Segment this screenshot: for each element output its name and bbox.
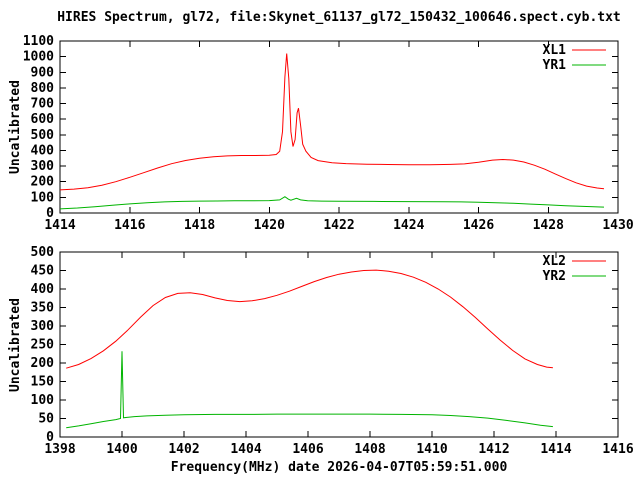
x-tick-label: 1416 [114,218,145,233]
x-tick-label: 1402 [168,442,199,457]
x-tick-label: 1406 [292,442,323,457]
y-tick-label: 250 [31,338,55,353]
y-tick-label: 600 [31,112,55,127]
legend-label-YR1: YR1 [543,58,567,73]
legend-label-XL2: XL2 [543,254,566,269]
y-tick-label: 0 [46,206,54,221]
x-axis-label: Frequency(MHz) date 2026-04-07T05:59:51.… [170,460,508,475]
y-tick-label: 0 [46,430,54,445]
x-tick-label: 1398 [44,442,75,457]
series-line-XL2 [66,269,553,369]
legend-label-YR2: YR2 [543,269,566,284]
y-tick-label: 500 [31,245,55,260]
x-tick-label: 1422 [323,218,354,233]
y-tick-label: 450 [31,264,55,279]
y-tick-label: 400 [31,282,55,297]
x-tick-label: 1404 [230,442,261,457]
y-tick-label: 100 [31,190,55,205]
series-line-YR1 [59,196,605,210]
y-tick-label: 700 [31,97,55,112]
x-tick-label: 1418 [184,218,215,233]
y-tick-label: 350 [31,301,55,316]
x-tick-label: 1408 [354,442,385,457]
x-tick-label: 1412 [478,442,509,457]
x-tick-label: 1430 [602,218,633,233]
y-tick-label: 800 [31,81,55,96]
x-tick-label: 1414 [540,442,571,457]
legend-label-XL1: XL1 [543,43,567,58]
x-tick-label: 1424 [393,218,424,233]
y-tick-label: 500 [31,128,55,143]
x-tick-label: 1420 [254,218,285,233]
y-tick-label: 400 [31,143,55,158]
series-line-YR2 [66,351,553,429]
x-tick-label: 1400 [106,442,137,457]
y-tick-label: 1100 [23,34,54,49]
series-line-XL1 [59,53,605,191]
y-tick-label: 300 [31,159,55,174]
x-tick-label: 1426 [463,218,494,233]
chart-border [59,251,619,438]
page-title: HIRES Spectrum, gl72, file:Skynet_61137_… [57,10,621,25]
y-tick-label: 150 [31,375,55,390]
y-tick-label: 300 [31,319,55,334]
x-tick-label: 1428 [533,218,564,233]
y-tick-label: 200 [31,175,55,190]
y-tick-label: 900 [31,65,55,80]
x-tick-label: 1414 [44,218,75,233]
y-tick-label: 1000 [23,50,54,65]
y-tick-label: 100 [31,393,55,408]
y-tick-label: 200 [31,356,55,371]
x-tick-label: 1410 [416,442,447,457]
y-tick-label: 50 [38,412,54,427]
chart-border [59,40,619,214]
x-tick-label: 1416 [602,442,633,457]
